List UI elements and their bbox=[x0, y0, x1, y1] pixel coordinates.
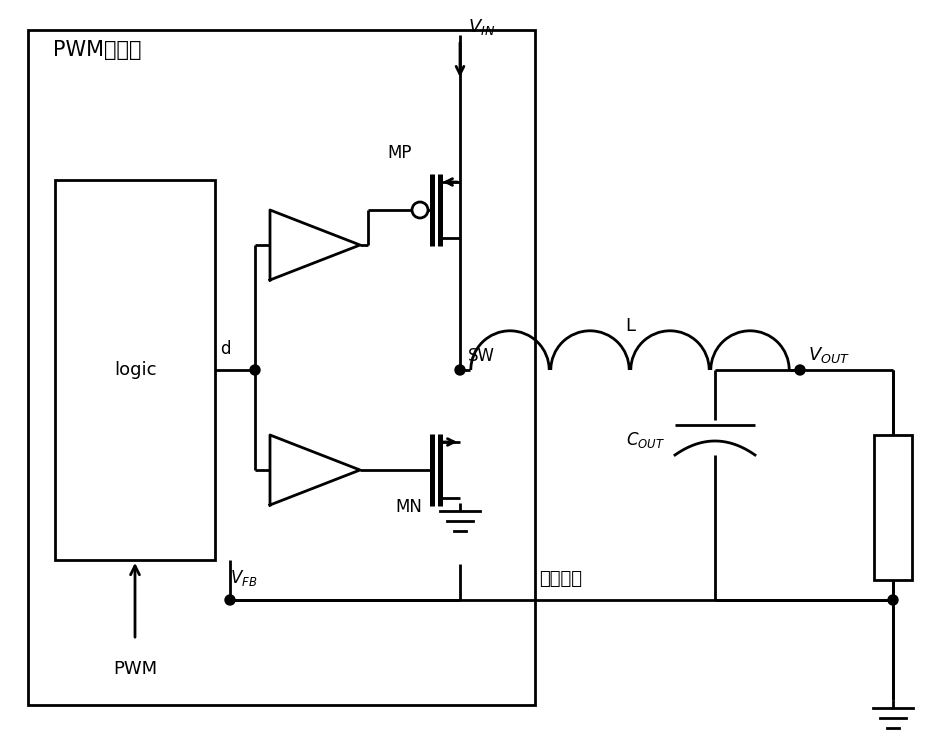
Text: $V_{IN}$: $V_{IN}$ bbox=[468, 17, 495, 37]
Text: L: L bbox=[625, 317, 635, 335]
Text: $V_{FB}$: $V_{FB}$ bbox=[230, 568, 257, 588]
Text: d: d bbox=[220, 340, 230, 358]
Text: 反馈电压: 反馈电压 bbox=[540, 570, 582, 588]
Circle shape bbox=[455, 365, 465, 375]
Text: MP: MP bbox=[388, 144, 412, 162]
Text: $C_{OUT}$: $C_{OUT}$ bbox=[626, 430, 665, 450]
Circle shape bbox=[888, 595, 898, 605]
Text: PWM: PWM bbox=[113, 660, 157, 678]
Circle shape bbox=[795, 365, 805, 375]
Bar bbox=[55, 180, 215, 560]
Bar bbox=[874, 435, 912, 580]
Text: MN: MN bbox=[395, 498, 422, 516]
Text: SW: SW bbox=[468, 347, 495, 365]
Bar bbox=[28, 30, 535, 705]
Text: $V_{OUT}$: $V_{OUT}$ bbox=[808, 345, 850, 365]
Text: logic: logic bbox=[114, 361, 156, 379]
Text: PWM控制器: PWM控制器 bbox=[53, 40, 142, 60]
Circle shape bbox=[250, 365, 260, 375]
Circle shape bbox=[225, 595, 235, 605]
